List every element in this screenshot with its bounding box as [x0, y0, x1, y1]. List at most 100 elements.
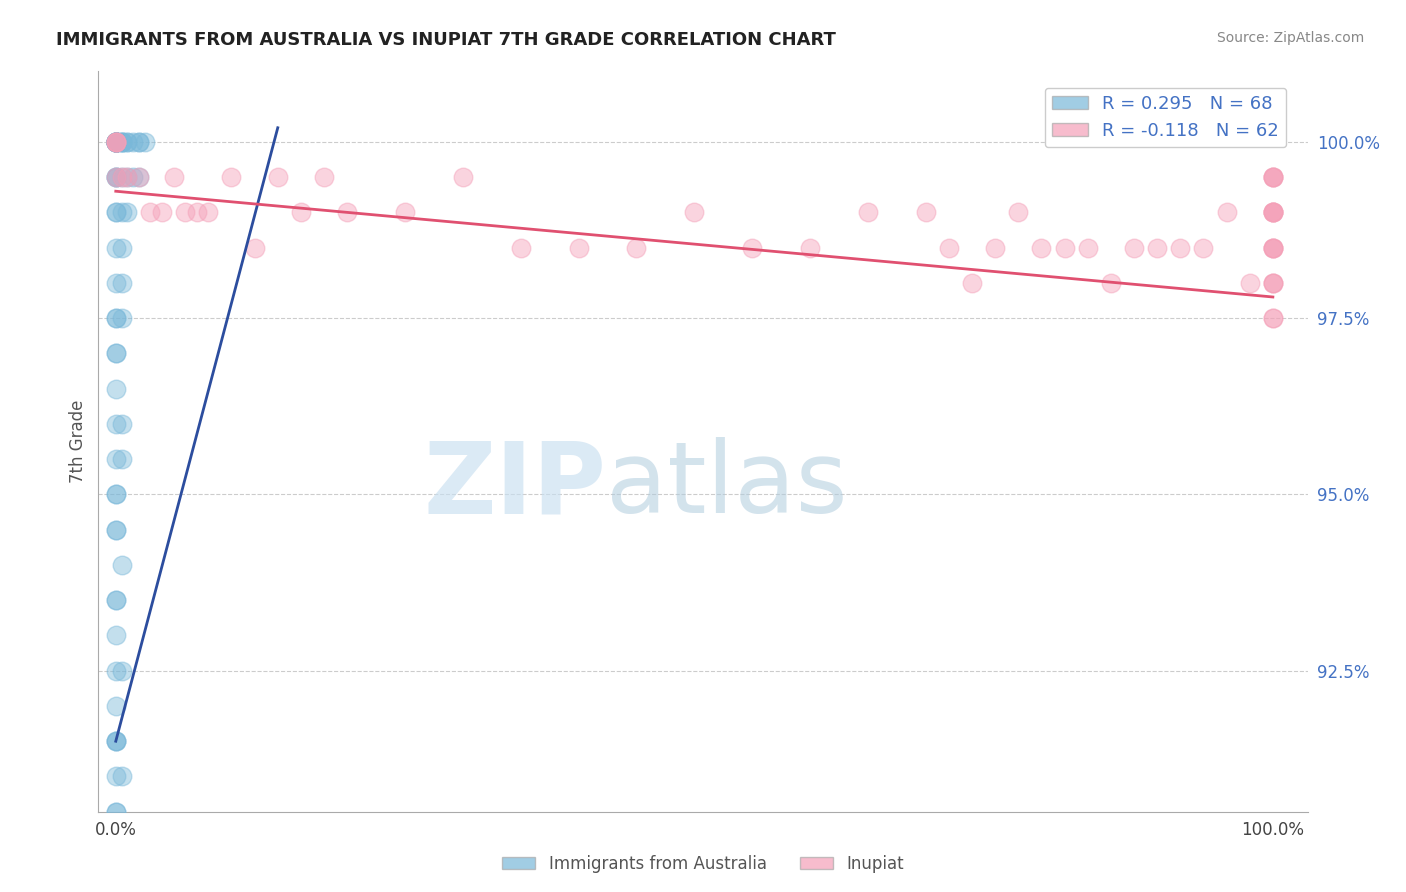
- Point: [104, 346, 127, 360]
- Point: [110, 558, 132, 572]
- Point: [139, 205, 162, 219]
- Point: [117, 135, 139, 149]
- Point: [1261, 205, 1284, 219]
- Point: [104, 135, 127, 149]
- Point: [1261, 241, 1284, 255]
- Point: [197, 205, 219, 219]
- Point: [104, 487, 127, 501]
- Point: [1261, 205, 1284, 219]
- Text: atlas: atlas: [606, 437, 848, 534]
- Point: [174, 205, 197, 219]
- Point: [104, 135, 127, 149]
- Point: [243, 241, 266, 255]
- Point: [134, 135, 156, 149]
- Point: [104, 276, 127, 290]
- Point: [186, 205, 208, 219]
- Point: [104, 805, 127, 819]
- Point: [162, 170, 184, 185]
- Point: [1261, 205, 1284, 219]
- Point: [104, 205, 127, 219]
- Legend: Immigrants from Australia, Inupiat: Immigrants from Australia, Inupiat: [495, 848, 911, 880]
- Point: [1261, 170, 1284, 185]
- Point: [110, 170, 132, 185]
- Point: [110, 135, 132, 149]
- Point: [741, 241, 763, 255]
- Point: [104, 135, 127, 149]
- Point: [104, 487, 127, 501]
- Point: [110, 417, 132, 431]
- Point: [110, 664, 132, 678]
- Point: [117, 170, 139, 185]
- Point: [104, 452, 127, 467]
- Point: [117, 170, 139, 185]
- Point: [104, 135, 127, 149]
- Y-axis label: 7th Grade: 7th Grade: [69, 400, 87, 483]
- Point: [104, 698, 127, 713]
- Point: [104, 135, 127, 149]
- Point: [104, 311, 127, 326]
- Point: [104, 170, 127, 185]
- Point: [568, 241, 591, 255]
- Point: [104, 382, 127, 396]
- Point: [104, 135, 127, 149]
- Point: [1261, 241, 1284, 255]
- Point: [799, 241, 821, 255]
- Point: [1261, 241, 1284, 255]
- Point: [110, 769, 132, 783]
- Point: [1261, 276, 1284, 290]
- Point: [104, 734, 127, 748]
- Point: [104, 734, 127, 748]
- Point: [1192, 241, 1215, 255]
- Point: [110, 135, 132, 149]
- Point: [104, 135, 127, 149]
- Point: [104, 734, 127, 748]
- Point: [104, 523, 127, 537]
- Point: [104, 135, 127, 149]
- Point: [104, 346, 127, 360]
- Point: [1261, 170, 1284, 185]
- Point: [984, 241, 1007, 255]
- Point: [117, 135, 139, 149]
- Point: [110, 135, 132, 149]
- Point: [1031, 241, 1053, 255]
- Point: [1261, 276, 1284, 290]
- Point: [128, 170, 150, 185]
- Point: [117, 205, 139, 219]
- Point: [104, 805, 127, 819]
- Point: [104, 628, 127, 642]
- Point: [110, 241, 132, 255]
- Point: [150, 205, 173, 219]
- Point: [104, 135, 127, 149]
- Point: [104, 417, 127, 431]
- Point: [104, 769, 127, 783]
- Point: [1261, 311, 1284, 326]
- Point: [1261, 170, 1284, 185]
- Point: [509, 241, 531, 255]
- Point: [104, 135, 127, 149]
- Point: [104, 241, 127, 255]
- Point: [960, 276, 983, 290]
- Point: [104, 170, 127, 185]
- Point: [856, 205, 879, 219]
- Text: Source: ZipAtlas.com: Source: ZipAtlas.com: [1216, 31, 1364, 45]
- Point: [122, 170, 145, 185]
- Point: [1215, 205, 1237, 219]
- Point: [110, 170, 132, 185]
- Point: [1099, 276, 1122, 290]
- Point: [683, 205, 706, 219]
- Point: [1261, 205, 1284, 219]
- Point: [1261, 241, 1284, 255]
- Point: [104, 170, 127, 185]
- Point: [104, 135, 127, 149]
- Point: [1146, 241, 1168, 255]
- Point: [312, 170, 335, 185]
- Point: [104, 593, 127, 607]
- Text: ZIP: ZIP: [423, 437, 606, 534]
- Point: [221, 170, 243, 185]
- Point: [1168, 241, 1191, 255]
- Point: [1053, 241, 1076, 255]
- Text: IMMIGRANTS FROM AUSTRALIA VS INUPIAT 7TH GRADE CORRELATION CHART: IMMIGRANTS FROM AUSTRALIA VS INUPIAT 7TH…: [56, 31, 837, 49]
- Point: [1239, 276, 1261, 290]
- Point: [128, 170, 150, 185]
- Point: [128, 135, 150, 149]
